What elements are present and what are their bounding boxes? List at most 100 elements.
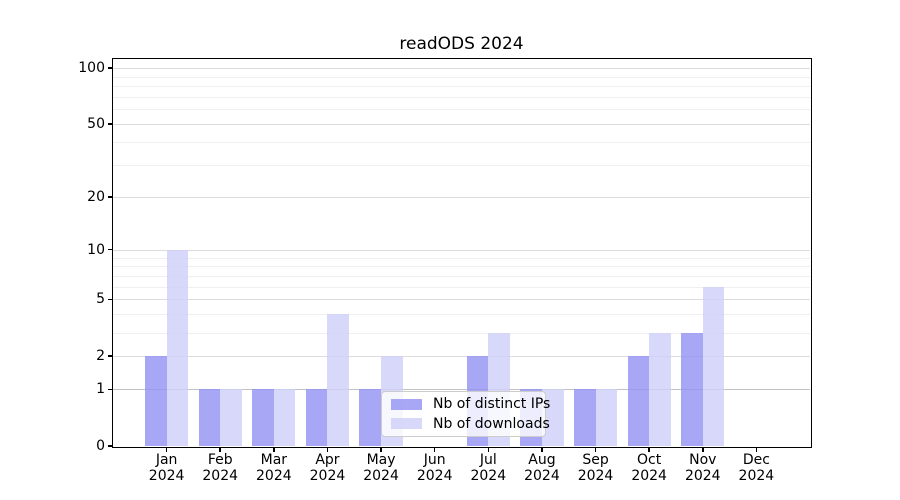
chart-title: readODS 2024 xyxy=(399,34,524,54)
legend-swatch-downloads xyxy=(391,418,422,430)
x-tick-month: Apr xyxy=(315,452,340,468)
x-tick-label: Aug 2024 xyxy=(512,452,572,484)
x-tick-month: Mar xyxy=(260,452,288,468)
bar xyxy=(359,389,382,446)
y-tick-label: 5 xyxy=(96,291,105,308)
gridline-minor xyxy=(113,109,810,111)
x-tick-label: Mar 2024 xyxy=(244,452,304,484)
y-tick-label: 20 xyxy=(87,188,105,205)
x-tick-month: Jan xyxy=(155,452,178,468)
x-tick-mark xyxy=(702,447,704,452)
bar xyxy=(702,286,725,446)
gridline-major xyxy=(113,249,810,251)
x-tick-month: May xyxy=(366,452,396,468)
x-tick-month: Jul xyxy=(479,452,497,468)
y-tick-label: 10 xyxy=(87,241,105,258)
bar xyxy=(273,389,296,446)
gridline-minor xyxy=(113,275,810,277)
x-tick-year: 2024 xyxy=(738,468,775,484)
x-tick-month: Sep xyxy=(582,452,609,468)
y-tick-label: 100 xyxy=(78,60,105,77)
x-tick-label: Feb 2024 xyxy=(190,452,250,484)
gridline-minor xyxy=(113,76,810,78)
x-tick-year: 2024 xyxy=(684,468,721,484)
legend: Nb of distinct IPs Nb of downloads xyxy=(381,391,550,437)
x-tick-label: May 2024 xyxy=(351,452,411,484)
y-tick-label: 0 xyxy=(96,438,105,454)
y-tick-mark xyxy=(108,388,113,390)
x-tick-mark xyxy=(594,447,597,452)
bar xyxy=(681,332,703,446)
y-tick-mark xyxy=(108,298,113,301)
x-tick-month: Oct xyxy=(637,452,662,468)
gridline-major xyxy=(113,389,810,391)
gridline-minor xyxy=(113,314,810,316)
gridline-minor xyxy=(113,164,810,166)
x-tick-mark xyxy=(755,447,758,452)
x-tick-mark xyxy=(487,447,490,452)
gridline-minor xyxy=(113,97,810,99)
gridline-minor xyxy=(113,257,810,259)
y-tick-mark xyxy=(108,196,113,198)
x-tick-year: 2024 xyxy=(416,468,453,484)
gridline-minor xyxy=(113,332,810,334)
y-tick-mark xyxy=(108,355,113,357)
x-tick-mark xyxy=(165,447,168,452)
x-tick-label: Dec 2024 xyxy=(726,452,786,484)
x-tick-year: 2024 xyxy=(577,468,614,484)
plot-area: Nb of distinct IPs Nb of downloads xyxy=(113,59,810,446)
x-tick-month: Nov xyxy=(689,452,717,468)
bar xyxy=(220,389,242,446)
bar xyxy=(649,332,671,446)
legend-label-distinct-ips: Nb of distinct IPs xyxy=(433,396,551,413)
legend-swatch-distinct-ips xyxy=(391,398,422,410)
gridline-minor xyxy=(113,286,810,288)
x-tick-year: 2024 xyxy=(363,468,399,484)
gridline-major xyxy=(113,356,810,358)
y-tick-label: 1 xyxy=(96,381,105,398)
x-tick-mark xyxy=(648,447,650,452)
legend-item-distinct-ips: Nb of distinct IPs xyxy=(391,395,550,413)
bar xyxy=(145,356,167,446)
y-tick-mark xyxy=(108,123,113,125)
x-tick-mark xyxy=(326,447,329,452)
bar xyxy=(252,389,274,446)
x-tick-month: Dec xyxy=(742,452,770,468)
x-tick-label: Apr 2024 xyxy=(297,452,357,484)
legend-label-downloads: Nb of downloads xyxy=(433,415,550,432)
bar xyxy=(305,389,328,446)
x-tick-year: 2024 xyxy=(631,468,667,484)
x-tick-year: 2024 xyxy=(309,468,346,484)
x-tick-year: 2024 xyxy=(202,468,239,484)
gridline-minor xyxy=(113,86,810,88)
gridline-major xyxy=(113,124,810,126)
x-tick-mark xyxy=(273,447,275,452)
y-tick-label: 50 xyxy=(87,116,105,133)
x-tick-label: Jan 2024 xyxy=(137,452,197,484)
x-tick-mark xyxy=(433,447,436,452)
bar xyxy=(166,249,189,446)
x-tick-year: 2024 xyxy=(524,468,560,484)
bars-layer xyxy=(113,59,810,446)
x-tick-label: Nov 2024 xyxy=(673,452,733,484)
x-tick-year: 2024 xyxy=(148,468,185,484)
gridline-minor xyxy=(113,266,810,268)
x-tick-label: Jun 2024 xyxy=(405,452,465,484)
x-tick-month: Aug xyxy=(528,452,556,468)
y-tick-mark xyxy=(108,67,113,69)
bar xyxy=(198,389,221,446)
bar xyxy=(541,389,564,446)
x-tick-mark xyxy=(219,447,221,452)
legend-item-downloads: Nb of downloads xyxy=(391,415,550,433)
x-tick-year: 2024 xyxy=(470,468,507,484)
x-tick-month: Feb xyxy=(207,452,233,468)
y-tick-label: 2 xyxy=(96,348,105,365)
bar xyxy=(595,389,618,446)
x-tick-month: Jun xyxy=(423,452,446,468)
x-tick-label: Sep 2024 xyxy=(566,452,626,484)
gridlines-layer xyxy=(113,59,810,446)
gridline-major xyxy=(113,299,810,301)
